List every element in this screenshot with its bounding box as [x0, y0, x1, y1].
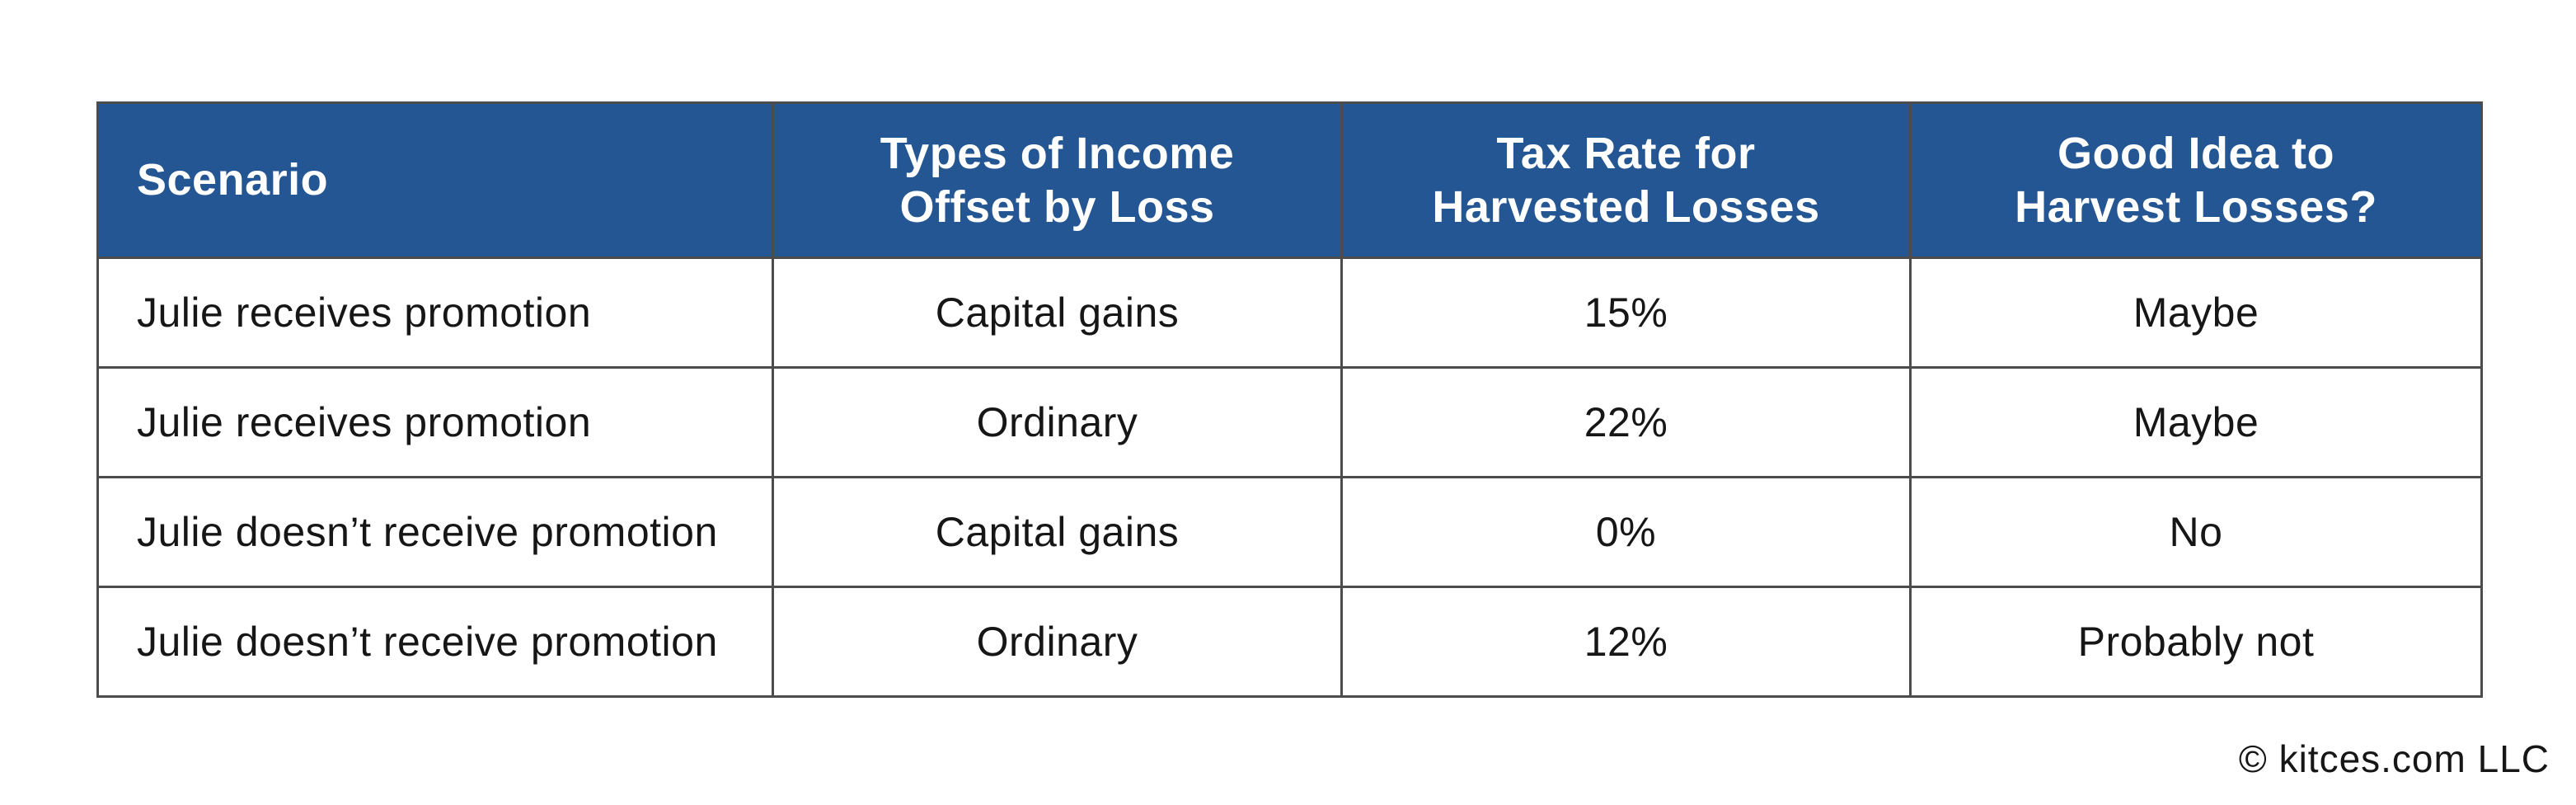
table-row: Julie receives promotion Ordinary 22% Ma…: [96, 366, 2483, 478]
loss-harvesting-scenario-table: Scenario Types of Income Offset by Loss …: [96, 101, 2483, 698]
table-row: Julie doesn’t receive promotion Capital …: [96, 476, 2483, 588]
column-header-scenario: Scenario: [96, 101, 774, 259]
cell-tax-rate: 22%: [1340, 366, 1912, 478]
cell-scenario: Julie doesn’t receive promotion: [96, 476, 774, 588]
cell-tax-rate: 0%: [1340, 476, 1912, 588]
header-line: Types of Income: [880, 128, 1235, 178]
column-header-income-type: Types of Income Offset by Loss: [772, 101, 1343, 259]
cell-good-idea: Maybe: [1909, 366, 2483, 478]
column-header-good-idea: Good Idea to Harvest Losses?: [1909, 101, 2483, 259]
header-line: Harvest Losses?: [2015, 181, 2377, 232]
table-header-row: Scenario Types of Income Offset by Loss …: [96, 101, 2483, 259]
cell-income-type: Ordinary: [772, 366, 1343, 478]
table-row: Julie doesn’t receive promotion Ordinary…: [96, 586, 2483, 698]
cell-scenario: Julie receives promotion: [96, 257, 774, 369]
cell-tax-rate: 15%: [1340, 257, 1912, 369]
header-line: Good Idea to: [2058, 128, 2334, 178]
cell-scenario: Julie doesn’t receive promotion: [96, 586, 774, 698]
header-line: Tax Rate for: [1496, 128, 1756, 178]
column-header-tax-rate: Tax Rate for Harvested Losses: [1340, 101, 1912, 259]
cell-good-idea: Probably not: [1909, 586, 2483, 698]
cell-tax-rate: 12%: [1340, 586, 1912, 698]
cell-good-idea: Maybe: [1909, 257, 2483, 369]
cell-income-type: Capital gains: [772, 257, 1343, 369]
header-line: Scenario: [137, 155, 329, 205]
cell-income-type: Capital gains: [772, 476, 1343, 588]
header-line: Harvested Losses: [1432, 181, 1820, 232]
header-line: Offset by Loss: [899, 181, 1215, 232]
cell-income-type: Ordinary: [772, 586, 1343, 698]
cell-scenario: Julie receives promotion: [96, 366, 774, 478]
cell-good-idea: No: [1909, 476, 2483, 588]
table-row: Julie receives promotion Capital gains 1…: [96, 257, 2483, 369]
copyright-notice: © kitces.com LLC: [2238, 737, 2550, 780]
